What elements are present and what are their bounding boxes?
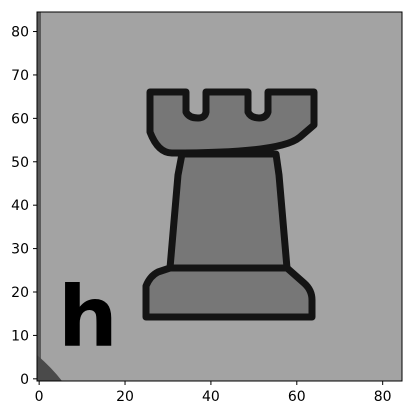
y-tick-label: 80 xyxy=(11,25,29,41)
chess-square-image: h xyxy=(37,12,402,381)
plot-frame xyxy=(36,11,403,382)
y-axis: 0 10 20 30 40 50 60 70 80 xyxy=(11,25,37,388)
y-tick-label: 20 xyxy=(11,285,29,301)
rook-base xyxy=(142,264,316,321)
y-tick-label: 50 xyxy=(11,155,29,171)
rook-body xyxy=(166,150,291,272)
x-axis: 0 20 40 60 80 xyxy=(35,381,392,405)
x-tick-label: 40 xyxy=(202,389,220,405)
chess-rook-icon xyxy=(142,88,318,321)
x-tick-label: 20 xyxy=(116,389,134,405)
x-tick-label: 60 xyxy=(288,389,306,405)
x-tick-label: 0 xyxy=(35,389,44,405)
x-tick-label: 80 xyxy=(374,389,392,405)
y-tick-label: 0 xyxy=(20,372,29,388)
file-letter-label: h xyxy=(58,268,118,366)
y-tick-label: 40 xyxy=(11,198,29,214)
rook-battlement xyxy=(146,88,318,157)
y-tick-label: 10 xyxy=(11,328,29,344)
y-tick-label: 30 xyxy=(11,242,29,258)
y-tick-label: 70 xyxy=(11,68,29,84)
corner-shadow xyxy=(37,355,62,381)
y-tick-label: 60 xyxy=(11,111,29,127)
left-edge-shadow xyxy=(37,12,41,381)
